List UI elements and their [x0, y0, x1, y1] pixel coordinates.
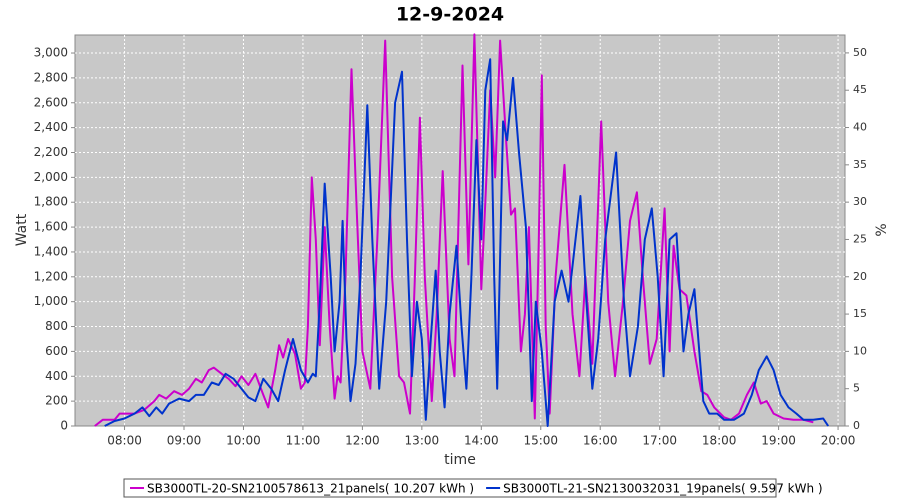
x-tick-label: 17:00 — [642, 434, 677, 448]
y-tick-label: 3,000 — [34, 46, 68, 60]
y-tick-label: 600 — [45, 344, 68, 358]
x-tick-label: 13:00 — [405, 434, 440, 448]
y-tick-label: 0 — [60, 419, 68, 433]
series-line — [94, 33, 814, 427]
y-tick-label: 1,400 — [34, 244, 68, 258]
x-tick-label: 14:00 — [464, 434, 499, 448]
y-tick-label: 1,800 — [34, 195, 68, 209]
y-tick-label: 2,000 — [34, 170, 68, 184]
x-tick-label: 11:00 — [286, 434, 321, 448]
chart-title: 12-9-2024 — [396, 4, 504, 26]
y-tick-label: 2,800 — [34, 70, 68, 84]
y-tick-label: 1,200 — [34, 269, 68, 283]
x-tick-label: 16:00 — [583, 434, 618, 448]
y2-tick-label: 15 — [853, 307, 867, 320]
y2-tick-label: 0 — [853, 419, 860, 432]
y2-tick-label: 50 — [853, 46, 867, 59]
y2-tick-label: 20 — [853, 270, 867, 283]
y2-tick-label: 25 — [853, 232, 867, 245]
y-tick-label: 2,200 — [34, 145, 68, 159]
legend — [123, 478, 777, 498]
x-tick-label: 15:00 — [523, 434, 558, 448]
x-tick-label: 08:00 — [107, 434, 142, 448]
x-axis-label: time — [444, 452, 476, 468]
y2-tick-label: 35 — [853, 158, 867, 171]
y-tick-label: 1,600 — [34, 220, 68, 234]
x-tick-label: 20:00 — [821, 434, 856, 448]
x-tick-label: 18:00 — [702, 434, 737, 448]
y2-tick-label: 5 — [853, 382, 860, 395]
y2-tick-label: 45 — [853, 83, 867, 96]
y-tick-label: 2,400 — [34, 120, 68, 134]
legend-label: SB3000TL-21-SN2130032031_19panels( 9.597… — [503, 482, 822, 496]
y-tick-label: 2,600 — [34, 95, 68, 109]
plot-area — [74, 34, 846, 427]
y2-tick-label: 40 — [853, 121, 867, 134]
x-tick-label: 09:00 — [167, 434, 202, 448]
x-tick-label: 10:00 — [226, 434, 261, 448]
x-tick-label: 12:00 — [345, 434, 380, 448]
y-tick-label: 400 — [45, 369, 68, 383]
legend-label: SB3000TL-20-SN2100578613_21panels( 10.20… — [147, 482, 474, 496]
series-line — [104, 58, 830, 427]
y-axis-label: Watt — [14, 213, 30, 246]
y2-tick-label: 10 — [853, 344, 867, 357]
y-tick-label: 200 — [45, 394, 68, 408]
y2-axis-label: % — [874, 223, 890, 236]
y-tick-label: 800 — [45, 319, 68, 333]
y-tick-label: 1,000 — [34, 294, 68, 308]
y2-tick-label: 30 — [853, 195, 867, 208]
x-tick-label: 19:00 — [761, 434, 796, 448]
